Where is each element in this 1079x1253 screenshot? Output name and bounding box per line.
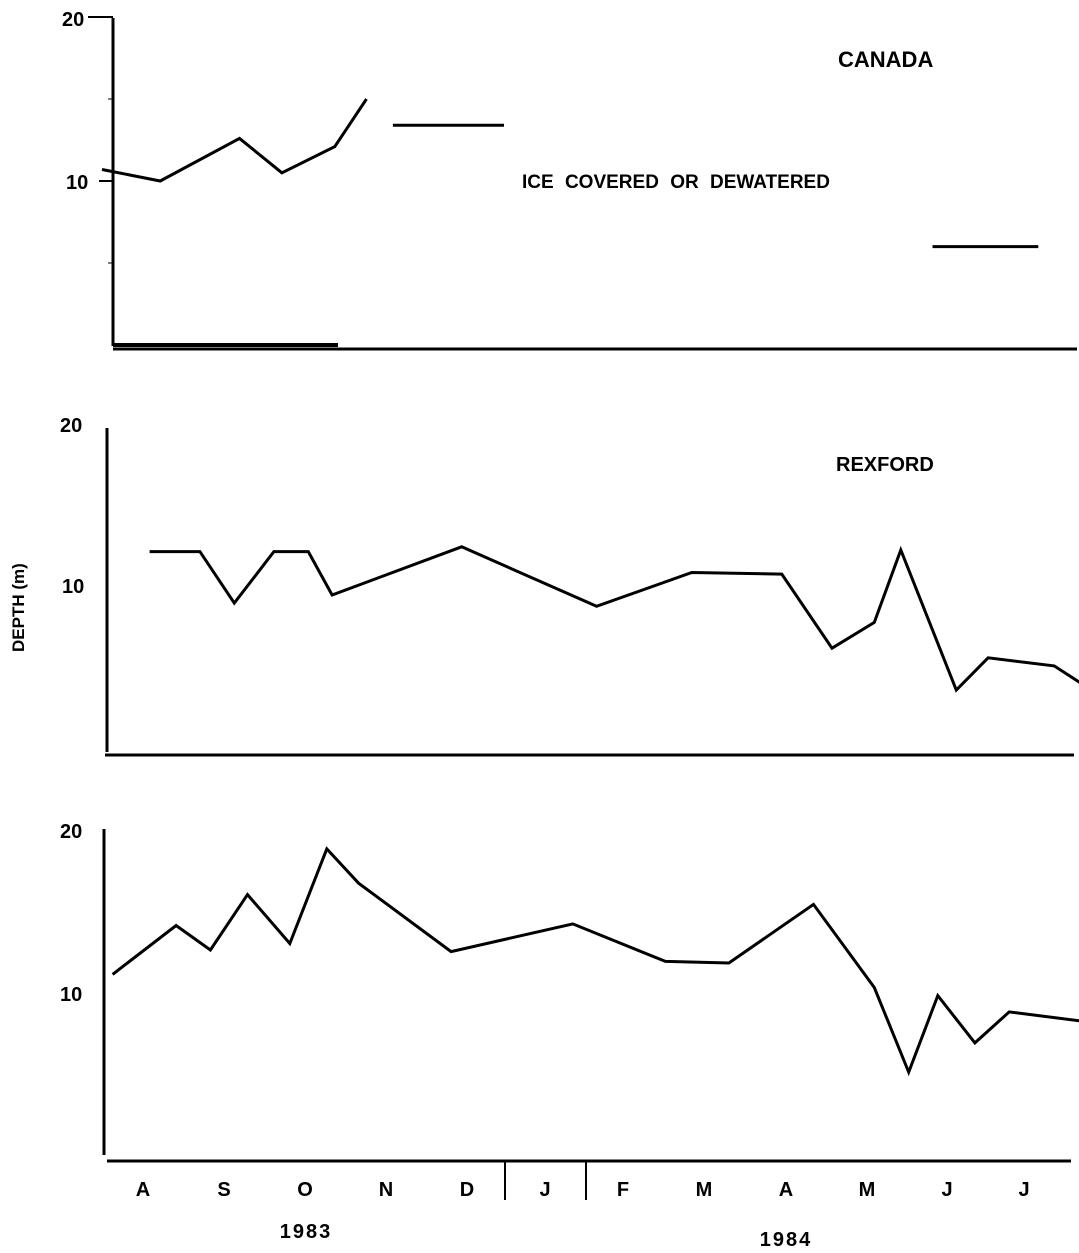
rexford-title: REXFORD [836, 454, 934, 476]
series-line-1-0 [149, 545, 1079, 693]
month-label: O [297, 1179, 313, 1201]
rexford-y-tick-label-10: 10 [62, 576, 84, 598]
panel-canada: 20 10 CANADA ICE COVERED OR DEWATERED [62, 9, 1077, 351]
year-label-1983: 1983 [280, 1221, 333, 1243]
rexford-y-tick-label-20: 20 [60, 415, 82, 437]
series-line-2-0 [111, 846, 1079, 1077]
canada-annotation: ICE COVERED OR DEWATERED [522, 172, 830, 193]
canada-y-tick-label-20: 20 [62, 9, 84, 31]
month-label: A [779, 1179, 793, 1201]
month-label: J [539, 1179, 550, 1201]
third-y-tick-label-20: 20 [60, 821, 82, 843]
third-series [111, 846, 1079, 1077]
month-label: M [859, 1179, 876, 1201]
year-label-1984: 1984 [760, 1229, 813, 1251]
month-label: J [1018, 1179, 1029, 1201]
series-line-0-0 [101, 98, 368, 183]
canada-y-tick-label-10: 10 [66, 172, 88, 194]
month-label: M [696, 1179, 713, 1201]
month-label: D [460, 1179, 474, 1201]
canada-series [101, 98, 1039, 249]
y-axis-label: DEPTH (m) [9, 563, 28, 652]
month-label: J [941, 1179, 952, 1201]
month-label: N [379, 1179, 393, 1201]
month-label: F [617, 1179, 629, 1201]
month-label: A [136, 1179, 150, 1201]
panel-rexford: 20 10 REXFORD DEPTH (m) [9, 415, 1079, 757]
rexford-series [149, 545, 1079, 693]
panel-third: 20 10 [60, 821, 1079, 1163]
third-y-tick-label-10: 10 [60, 984, 82, 1006]
canada-title: CANADA [838, 47, 933, 72]
month-labels: A S O N D J F M A M J J [136, 1179, 1030, 1201]
month-label: S [217, 1179, 230, 1201]
